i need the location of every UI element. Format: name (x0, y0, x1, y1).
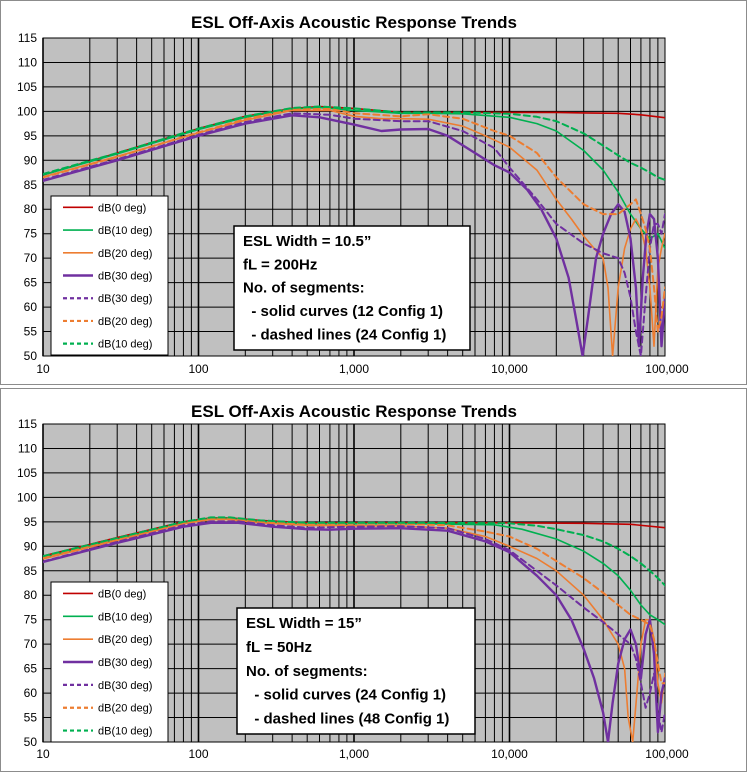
annotation: ESL Width = 15” fL = 50Hz No. of segments:… (236, 607, 476, 735)
annotation-line: ESL Width = 15” (246, 615, 362, 632)
legend-label: dB(30 deg) (98, 293, 152, 305)
y-tick-label: 115 (18, 417, 37, 431)
annotation-line: ESL Width = 10.5” (243, 233, 371, 250)
chart-panel-top: ESL Off-Axis Acoustic Response Trends 50 5… (0, 0, 747, 385)
y-tick-label: 105 (17, 466, 37, 480)
annotation-line: - solid curves (24 Config 1) (246, 687, 446, 704)
chart-bottom: ESL Off-Axis Acoustic Response Trends 50 5… (17, 402, 689, 761)
series-line-4 (43, 114, 665, 356)
legend-label: dB(10 deg) (98, 611, 152, 623)
x-tick-label: 100 (188, 362, 208, 376)
annotation-box (236, 607, 476, 735)
chart-title: ESL Off-Axis Acoustic Response Trends (191, 13, 517, 32)
series-line-6 (43, 107, 665, 333)
series-line-6 (43, 516, 665, 685)
y-tick-label: 85 (24, 178, 38, 192)
annotation-line: - dashed lines (48 Config 1) (246, 710, 449, 727)
legend-label: dB(10 deg) (98, 726, 152, 738)
y-tick-label: 115 (18, 31, 37, 45)
x-tick-label: 100,000 (645, 362, 689, 376)
x-tick-label: 1,000 (339, 747, 369, 761)
x-tick-label: 10,000 (491, 747, 528, 761)
y-tick-label: 90 (24, 539, 38, 553)
chart-title: ESL Off-Axis Acoustic Response Trends (191, 402, 517, 421)
legend-label: dB(30 deg) (98, 680, 152, 692)
x-tick-label: 1,000 (339, 362, 369, 376)
annotation: ESL Width = 10.5” fL = 200Hz No. of segmen… (233, 225, 471, 351)
y-tick-label: 70 (24, 637, 38, 651)
series-line-7 (43, 105, 665, 181)
chart-panel-bottom: ESL Off-Axis Acoustic Response Trends 50 5… (0, 388, 747, 772)
legend-label: dB(20 deg) (98, 634, 152, 646)
y-tick-label: 65 (24, 662, 38, 676)
y-tick-label: 110 (18, 55, 37, 69)
legend-label: dB(10 deg) (98, 225, 152, 237)
y-tick-label: 95 (24, 129, 38, 143)
y-tick-label: 110 (18, 441, 37, 455)
y-tick-label: 60 (24, 686, 38, 700)
legend-label: dB(30 deg) (98, 657, 152, 669)
y-tick-label: 50 (24, 735, 38, 749)
y-tick-label: 80 (24, 202, 38, 216)
y-tick-label: 55 (24, 711, 38, 725)
legend-label: dB(30 deg) (98, 271, 152, 283)
y-tick-label: 50 (24, 349, 38, 363)
legend-label: dB(20 deg) (98, 248, 152, 260)
legend: dB(0 deg) dB(10 deg) dB(20 deg) dB(30 deg) d… (50, 195, 169, 356)
plot-border (42, 37, 666, 357)
legend-label: dB(10 deg) (98, 339, 152, 351)
y-tick-label: 105 (17, 80, 37, 94)
y-tick-label: 85 (24, 564, 38, 578)
plot-border (42, 423, 666, 743)
annotation-line: - solid curves (12 Config 1) (243, 303, 443, 320)
chart-top: ESL Off-Axis Acoustic Response Trends 50 5… (17, 13, 689, 376)
annotation-line: No. of segments: (246, 663, 368, 680)
series-line-4 (43, 521, 665, 742)
legend-box (50, 581, 169, 743)
y-tick-label: 70 (24, 251, 38, 265)
x-tick-label: 100 (188, 747, 208, 761)
series-group (43, 105, 665, 356)
y-tick-label: 75 (24, 613, 38, 627)
x-tick-label: 10,000 (491, 362, 528, 376)
legend-label: dB(0 deg) (98, 588, 146, 600)
x-tick-label: 10 (36, 747, 50, 761)
series-line-7 (43, 516, 665, 587)
legend-label: dB(20 deg) (98, 703, 152, 715)
y-tick-label: 90 (24, 153, 38, 167)
y-tick-label: 100 (17, 490, 37, 504)
legend-label: dB(0 deg) (98, 202, 146, 214)
x-tick-label: 10 (36, 362, 50, 376)
y-tick-label: 95 (24, 515, 38, 529)
y-tick-label: 60 (24, 300, 38, 314)
legend: dB(0 deg) dB(10 deg) dB(20 deg) dB(30 deg) d… (50, 581, 169, 743)
y-tick-label: 80 (24, 588, 38, 602)
annotation-line: fL = 200Hz (243, 256, 317, 273)
legend-label: dB(20 deg) (98, 316, 152, 328)
x-tick-label: 100,000 (645, 747, 689, 761)
series-line-5 (43, 520, 665, 734)
annotation-line: fL = 50Hz (246, 639, 312, 656)
annotation-line: - dashed lines (24 Config 1) (243, 326, 446, 343)
y-tick-label: 55 (24, 325, 38, 339)
annotation-box (233, 225, 471, 351)
series-group (43, 516, 665, 742)
y-tick-label: 65 (24, 276, 38, 290)
series-line-5 (43, 112, 665, 356)
series-line-3 (43, 518, 665, 742)
y-tick-label: 75 (24, 227, 38, 241)
y-tick-label: 100 (17, 104, 37, 118)
annotation-line: No. of segments: (243, 280, 365, 297)
